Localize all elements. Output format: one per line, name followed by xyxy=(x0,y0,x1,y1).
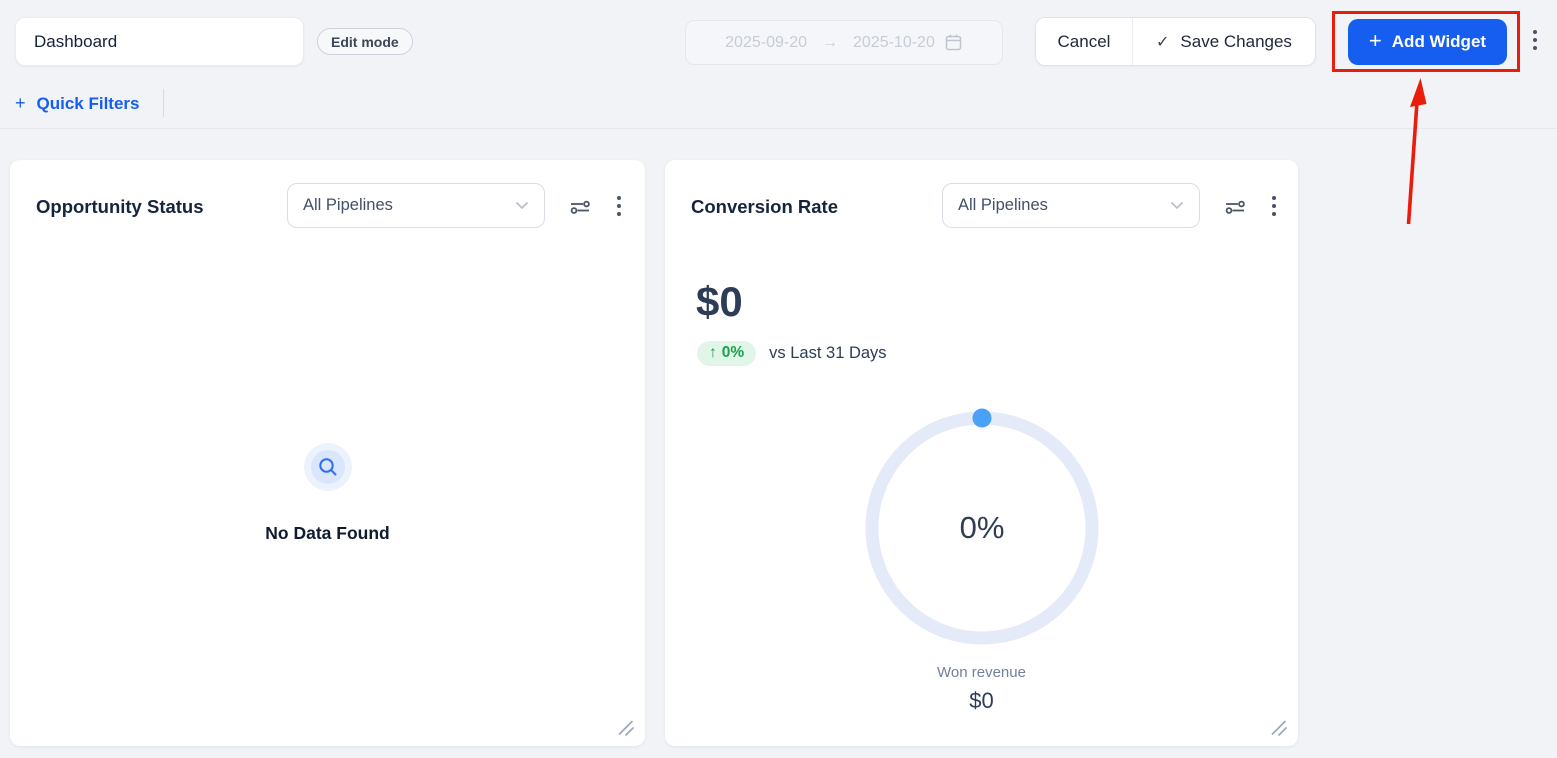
gauge-caption: Won revenue xyxy=(937,664,1026,681)
plus-icon: + xyxy=(1368,28,1382,53)
gauge-marker-dot xyxy=(972,408,992,428)
widget-title: Conversion Rate xyxy=(691,196,839,217)
plus-icon: + xyxy=(15,93,26,113)
add-widget-button[interactable]: + Add Widget xyxy=(1348,19,1507,65)
pipeline-select-value: All Pipelines xyxy=(958,196,1048,214)
gauge-ring xyxy=(865,408,1099,645)
widget-opportunity-status: Opportunity Status All Pipelines xyxy=(10,160,645,746)
widget-more-options-icon[interactable] xyxy=(1272,196,1276,216)
date-range-picker[interactable]: 2025-09-20 → 2025-10-20 xyxy=(685,20,1003,65)
date-range-start: 2025-09-20 xyxy=(725,33,807,51)
gauge-center-label: 0% xyxy=(959,510,1005,545)
pipeline-select-value: All Pipelines xyxy=(303,196,393,214)
edit-mode-badge: Edit mode xyxy=(317,28,413,55)
empty-state: No Data Found xyxy=(10,443,645,544)
chevron-down-icon xyxy=(1170,196,1184,215)
add-widget-label: Add Widget xyxy=(1391,32,1487,51)
arrow-up-icon: ↑ xyxy=(709,344,717,361)
calendar-icon[interactable] xyxy=(944,33,963,52)
widget-conversion-rate: Conversion Rate All Pipelines $0 ↑ 0% vs… xyxy=(665,160,1298,746)
dashboard-name-input[interactable] xyxy=(15,17,304,66)
delta-badge: ↑ 0% xyxy=(697,341,757,366)
header-divider xyxy=(0,128,1557,129)
date-range-end: 2025-10-20 xyxy=(853,33,935,51)
save-changes-button[interactable]: ✓ Save Changes xyxy=(1132,18,1315,65)
widget-resize-handle[interactable] xyxy=(616,719,636,737)
check-icon: ✓ xyxy=(1156,33,1170,51)
quick-filters-label: Quick Filters xyxy=(36,93,140,113)
delta-value: 0% xyxy=(721,344,745,361)
quick-filters-button[interactable]: + Quick Filters xyxy=(15,90,140,117)
quick-filters-divider xyxy=(163,89,164,117)
comparison-label: vs Last 31 Days xyxy=(769,344,887,362)
pipeline-select[interactable]: All Pipelines xyxy=(942,183,1200,228)
widget-filter-sliders-icon[interactable] xyxy=(1221,193,1248,220)
save-changes-label: Save Changes xyxy=(1180,31,1292,51)
gauge-caption-value: $0 xyxy=(969,688,994,713)
widget-more-options-icon[interactable] xyxy=(617,196,621,216)
cancel-save-button-group: Cancel ✓ Save Changes xyxy=(1035,17,1316,66)
chevron-down-icon xyxy=(515,196,529,215)
widget-resize-handle[interactable] xyxy=(1269,719,1289,737)
kpi-delta-row: ↑ 0% vs Last 31 Days xyxy=(697,341,887,366)
empty-state-text: No Data Found xyxy=(265,523,390,543)
widget-filter-sliders-icon[interactable] xyxy=(566,193,593,220)
widget-title: Opportunity Status xyxy=(36,196,204,217)
kpi-value: $0 xyxy=(696,278,743,325)
cancel-button[interactable]: Cancel xyxy=(1036,18,1132,65)
arrow-right-icon: → xyxy=(822,33,838,51)
search-icon xyxy=(303,443,352,491)
header-more-options-icon[interactable] xyxy=(1533,30,1537,50)
pipeline-select[interactable]: All Pipelines xyxy=(287,183,545,228)
conversion-gauge: 0% xyxy=(852,398,1112,658)
